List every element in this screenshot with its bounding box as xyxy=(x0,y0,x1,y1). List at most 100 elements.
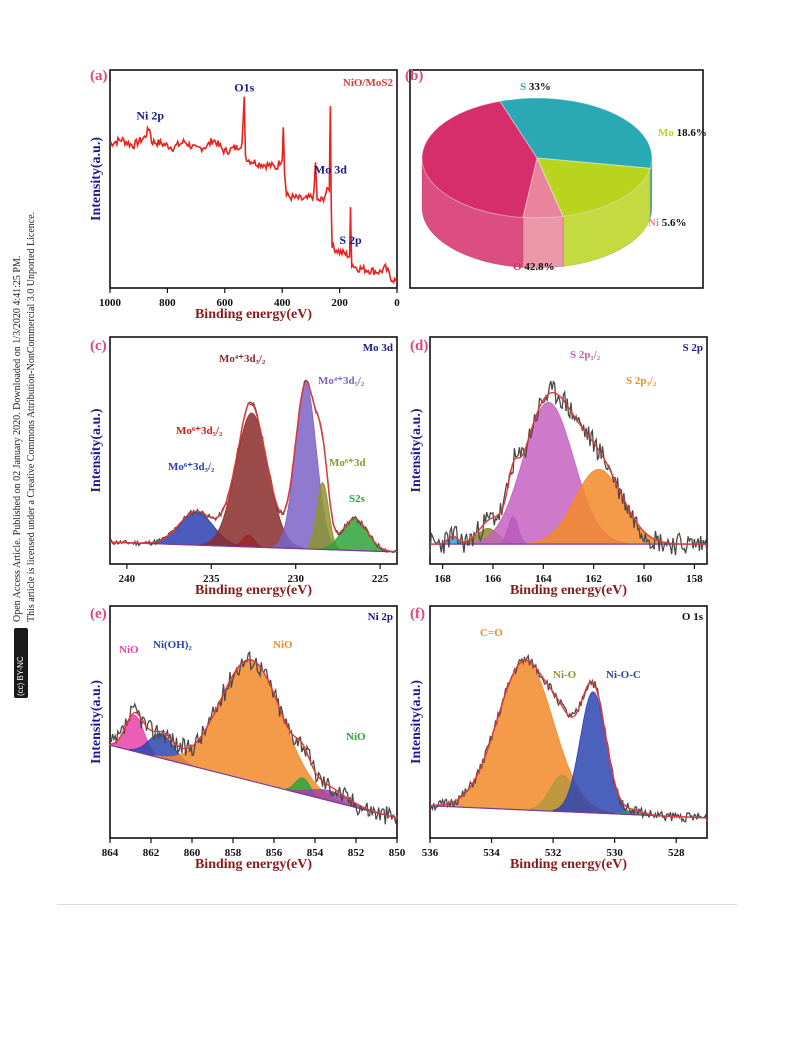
x-axis-label: Binding energy(eV) xyxy=(195,583,312,598)
axes-frame xyxy=(109,336,398,565)
survey-line xyxy=(109,96,398,285)
pie-label: Ni 5.6% xyxy=(648,217,687,229)
chart-title: Mo 3d xyxy=(363,342,393,354)
y-axis-label: Intensity(a.u.) xyxy=(89,137,104,221)
x-axis-label: Binding energy(eV) xyxy=(510,857,627,872)
x-tick-label: 528 xyxy=(668,847,685,859)
y-axis-label: Intensity(a.u.) xyxy=(409,680,424,764)
panel-f-fit: 536 534 532 530 528 Binding energy(eV) Intensi… xyxy=(409,605,708,872)
x-tick-label: 235 xyxy=(203,573,220,585)
x-tick-label: 860 xyxy=(184,847,201,859)
x-tick-label: 856 xyxy=(266,847,283,859)
raw-spectrum xyxy=(109,379,398,554)
panel-label: (c) xyxy=(90,338,107,354)
x-tick-label: 158 xyxy=(686,573,703,585)
x-tick-label: 200 xyxy=(331,297,348,309)
pie-label: O 42.8% xyxy=(513,261,555,273)
x-tick-label: 800 xyxy=(159,297,176,309)
peak-label: Ni(OH)₂ xyxy=(153,639,192,651)
peak-label: Mo⁶⁺3d₃/₂ xyxy=(168,461,215,473)
x-axis-label: Binding energy(eV) xyxy=(510,583,627,598)
y-axis-label: Intensity(a.u.) xyxy=(89,408,104,492)
axes-frame xyxy=(429,605,708,839)
y-axis-label: Intensity(a.u.) xyxy=(89,680,104,764)
x-tick-label: 530 xyxy=(606,847,623,859)
chart-title: Ni 2p xyxy=(368,611,393,623)
axes-frame xyxy=(429,336,708,565)
pie-slice xyxy=(421,100,538,219)
x-tick-label: 862 xyxy=(143,847,160,859)
envelope-fit xyxy=(430,659,707,819)
x-tick-label: 160 xyxy=(636,573,653,585)
panel-c-fit: 240 235 230 225 Binding energy(eV) Intensity(… xyxy=(89,336,398,598)
peak-label: S 2p₁/₂ xyxy=(570,349,601,361)
chart-title: NiO/MoS2 xyxy=(343,77,394,89)
peak-label: S2s xyxy=(349,493,366,505)
panel-b-pie: (b) S 33% Mo 18.6% Ni 5.6% O 42.8% xyxy=(405,68,707,289)
x-tick-label: 164 xyxy=(535,573,552,585)
peak-label: Mo⁴⁺3d₃/₂ xyxy=(219,353,266,365)
peak-label: Mo⁴⁺3d₅/₂ xyxy=(318,375,365,387)
axes-frame xyxy=(109,605,398,839)
peak-label: Mo⁶⁺3d₅/₂ xyxy=(176,425,223,437)
x-tick-label: 225 xyxy=(372,573,389,585)
x-tick-label: 168 xyxy=(434,573,451,585)
panel-label: (a) xyxy=(90,68,108,84)
peak-label: C=O xyxy=(480,627,503,639)
peak-label: Ni-O xyxy=(553,669,577,681)
x-tick-label: 600 xyxy=(217,297,234,309)
pie-label: S 33% xyxy=(520,81,551,93)
x-tick-label: 536 xyxy=(422,847,439,859)
envelope-fit xyxy=(109,381,398,553)
license-sidebar: Open Access Article. Published on 02 Jan… xyxy=(0,0,60,760)
peak-annotation: Ni 2p xyxy=(136,109,164,123)
pie-frame xyxy=(409,69,704,289)
panel-a-survey: 1000 800 600 400 200 0 Binding energy(eV) Inten… xyxy=(89,68,400,322)
pie-slice xyxy=(536,157,651,217)
pie-slice xyxy=(522,156,564,219)
page-divider xyxy=(57,904,737,905)
peak-label: Mo⁶⁺3d xyxy=(329,457,366,469)
background-line xyxy=(109,541,398,553)
chart-title: O 1s xyxy=(682,611,704,623)
envelope-fit xyxy=(430,391,707,545)
x-tick-label: 858 xyxy=(225,847,242,859)
panel-d-fit: 168 166 164 162 160 158 Binding energy(eV) Inte… xyxy=(409,336,708,598)
x-tick-label: 166 xyxy=(485,573,502,585)
peak-label: NiO xyxy=(119,644,139,656)
x-tick-label: 854 xyxy=(307,847,324,859)
axes-frame xyxy=(109,69,398,289)
x-tick-label: 534 xyxy=(483,847,500,859)
cc-license-badge[interactable]: (cc) BY-NC xyxy=(14,628,28,698)
pie-label: Mo 18.6% xyxy=(658,127,707,139)
panel-label: (d) xyxy=(410,338,428,354)
x-tick-label: 850 xyxy=(389,847,406,859)
x-axis-label: Binding energy(eV) xyxy=(195,857,312,872)
peak-label: NiO xyxy=(273,639,293,651)
x-tick-label: 864 xyxy=(102,847,119,859)
pie-slice xyxy=(498,97,653,169)
panel-label: (f) xyxy=(410,606,425,622)
peak-annotation: S 2p xyxy=(339,233,362,247)
x-tick-label: 0 xyxy=(394,297,400,309)
x-tick-label: 852 xyxy=(348,847,365,859)
fit-peak xyxy=(153,659,350,807)
raw-spectrum xyxy=(109,650,398,825)
peak-annotation: Mo 3d xyxy=(314,163,347,177)
x-axis-label: Binding energy(eV) xyxy=(195,307,312,322)
peak-label: S 2p₃/₂ xyxy=(626,375,657,387)
panel-label: (b) xyxy=(405,68,423,84)
x-tick-label: 240 xyxy=(119,573,136,585)
envelope-fit xyxy=(109,658,398,819)
x-tick-label: 230 xyxy=(287,573,304,585)
background-line xyxy=(109,744,398,819)
peak-label: Ni-O-C xyxy=(606,669,641,681)
x-tick-label: 162 xyxy=(585,573,602,585)
peak-annotation: O1s xyxy=(234,80,254,94)
x-tick-label: 532 xyxy=(545,847,562,859)
panel-label: (e) xyxy=(90,606,107,622)
x-tick-label: 1000 xyxy=(99,297,122,309)
peak-label: NiO xyxy=(346,731,366,743)
panel-e-fit: 864 862 860 858 856 854 852 850 Binding energy(e… xyxy=(89,605,406,872)
